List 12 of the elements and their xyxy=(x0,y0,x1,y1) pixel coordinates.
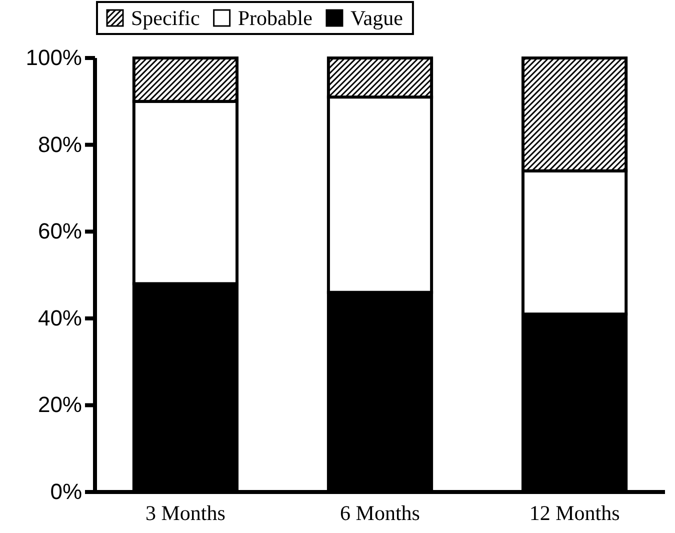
legend-label: Probable xyxy=(238,6,312,30)
x-tick-label: 12 Months xyxy=(529,501,620,526)
y-tick-label: 60% xyxy=(38,218,82,244)
y-tick-label: 0% xyxy=(50,479,82,504)
y-tick-label: 40% xyxy=(38,305,82,330)
x-tick-label: 3 Months xyxy=(145,501,226,526)
y-tick-label: 20% xyxy=(38,392,82,418)
y-tick-label: 80% xyxy=(38,132,82,157)
legend-label: Specific xyxy=(131,6,200,30)
x-tick-label: 6 Months xyxy=(340,501,420,526)
y-tick-label: 100% xyxy=(26,45,82,70)
legend-label: Vague xyxy=(350,6,403,30)
